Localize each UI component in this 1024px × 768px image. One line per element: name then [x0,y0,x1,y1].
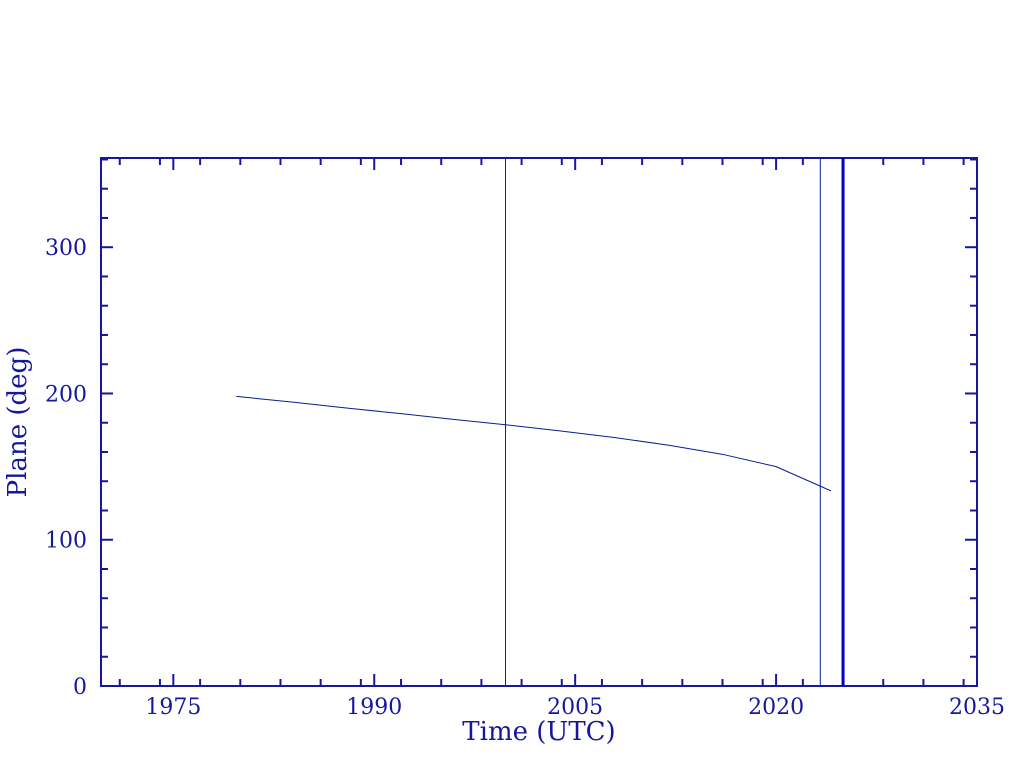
y-tick-label: 0 [73,675,87,700]
x-tick-label: 1975 [145,695,201,720]
y-axis-label: Plane (deg) [3,347,33,498]
y-tick-label: 200 [45,382,87,407]
y-tick-label: 100 [45,529,87,554]
y-tick-label: 300 [45,236,87,261]
x-tick-label: 2005 [547,695,603,720]
x-axis-label: Time (UTC) [462,717,615,747]
plot-frame [100,157,978,687]
x-tick-label: 2020 [748,695,804,720]
data-line-orbital-plane [236,395,832,492]
x-tick-label: 1990 [346,695,402,720]
x-tick-label: 2035 [949,695,1005,720]
